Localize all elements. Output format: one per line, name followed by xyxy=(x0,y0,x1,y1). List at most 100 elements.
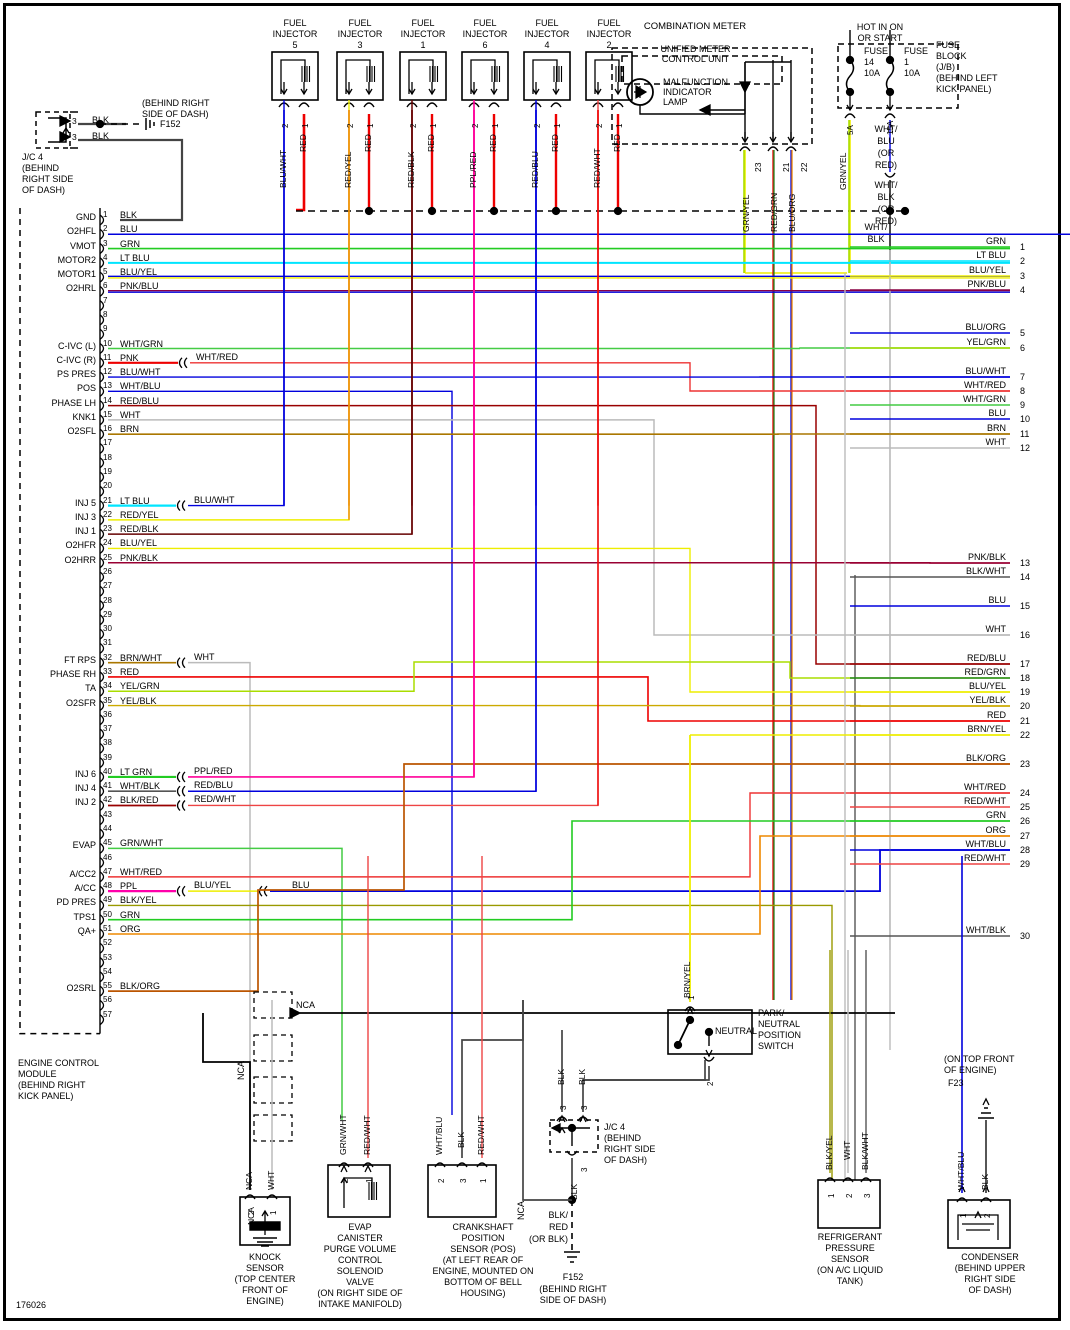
injector-pin2-label-1: BLU/WHT xyxy=(278,149,288,188)
ecm-pin-label-6: O2HRL xyxy=(65,283,96,294)
right-conn-label-20: YEL/BLK xyxy=(969,695,1006,705)
jc4-b-lead-b xyxy=(582,1060,706,1112)
knock-nca-wire-c xyxy=(202,1013,251,1110)
splice-p32-2 xyxy=(181,657,186,669)
ecm-pin-number-23: 23 xyxy=(103,524,112,534)
ref-pin3-cup xyxy=(860,1177,872,1183)
wire-p22-redyel xyxy=(108,100,350,521)
injector-pin2-label-5: RED/BLU xyxy=(530,151,540,188)
ecm-pin-number-10: 10 xyxy=(103,338,112,348)
injector-pin-arrow-b-1-head xyxy=(300,88,308,96)
ecm-wire-name-2: BLU xyxy=(120,224,138,235)
meter-conn-cup-22 xyxy=(785,146,797,152)
splice-label-p11: WHT/RED xyxy=(196,351,238,362)
ecm-pin-cup-3 xyxy=(99,243,105,255)
evap-pin2-cup xyxy=(338,1162,350,1168)
ecm-pin-cup-41 xyxy=(99,785,105,797)
injector-conn-cup-1-6 xyxy=(612,102,624,108)
ecm-pin-number-34: 34 xyxy=(103,681,112,691)
ecm-pin-cup-9 xyxy=(99,328,105,340)
evap-name-2: PURGE VOLUME xyxy=(323,1244,397,1254)
knock-sensor-name-0: KNOCK xyxy=(248,1252,281,1262)
meter-conn-cup-23 xyxy=(739,146,751,152)
right-conn-number-25: 25 xyxy=(1020,802,1031,812)
ecm-pin-number-52: 52 xyxy=(103,938,112,948)
splice-p32 xyxy=(176,657,181,669)
crank-name-6: HOUSING) xyxy=(460,1288,506,1298)
injector-pin2-label-4: PPL/RED xyxy=(468,151,478,188)
right-conn-label-22: BRN/YEL xyxy=(967,724,1006,734)
nca-bus-label: NCA xyxy=(296,1000,316,1010)
jc4-bottom-arrow xyxy=(550,1122,561,1134)
pnp-pin1-label: BRN/YEL xyxy=(682,961,692,998)
crank-sensor-box xyxy=(427,1164,497,1218)
ecm-pin-number-12: 12 xyxy=(103,367,112,377)
ecm-pin-number-15: 15 xyxy=(103,409,112,419)
right-conn-number-26: 26 xyxy=(1020,816,1031,826)
right-conn-label-12: WHT xyxy=(985,437,1007,447)
injector-conn-cup-1-5 xyxy=(550,102,562,108)
jc4-b-cup-out xyxy=(566,1150,578,1156)
ecm-pin-cup-4 xyxy=(99,257,105,269)
ecm-outline xyxy=(19,208,100,1035)
pnp-name-3: SWITCH xyxy=(758,1041,794,1051)
right-conn-number-12: 12 xyxy=(1020,443,1031,453)
nca-bottom-label: NCA xyxy=(516,1200,526,1220)
cond-pin2-num: 2 xyxy=(983,1213,992,1218)
ecm-pin-number-35: 35 xyxy=(103,695,112,705)
evap-pin1-num: 1 xyxy=(365,1178,374,1183)
evap-name-3: CONTROL xyxy=(337,1255,382,1265)
meter-wire-pin-2: 22 xyxy=(799,162,809,172)
ecm-pin-cup-31 xyxy=(99,642,105,654)
fuse-label-1: FUSE xyxy=(904,46,929,56)
ecm-wire-name-50: GRN xyxy=(120,909,140,920)
ecm-pin-cup-26 xyxy=(99,571,105,583)
fuse1-wire-label-1: BLU xyxy=(877,136,895,146)
noop4-head xyxy=(558,1126,566,1134)
fuse1-below-splice-0: WHT/ xyxy=(874,180,898,190)
noop3-head xyxy=(340,1176,348,1184)
wire-p33-red xyxy=(108,676,1010,722)
fuse-block-line1: FUSE xyxy=(936,40,961,50)
right-conn-label-23: BLK/ORG xyxy=(965,753,1006,763)
meter-pin-arrow-21-head xyxy=(769,136,777,144)
pnp-switch-contact xyxy=(685,1015,695,1025)
ecm-pin-number-40: 40 xyxy=(103,766,112,776)
pnp-switch-pivot xyxy=(673,1040,683,1050)
ecm-pin-label-51: QA+ xyxy=(77,926,96,936)
crank-pin2-label: WHT/BLU xyxy=(434,1116,444,1155)
knock-sensor-name-2: (TOP CENTER xyxy=(234,1274,296,1284)
right-conn-label-26: GRN xyxy=(986,810,1006,820)
fuse-block-line5: KICK PANEL) xyxy=(936,84,992,94)
splice-label-p42: RED/WHT xyxy=(194,794,236,805)
fuse-conn-cup-0 xyxy=(844,113,856,119)
ecm-pin-number-26: 26 xyxy=(103,567,112,576)
injector-title-1: FUEL xyxy=(283,18,307,28)
jc4-top-loc3: OF DASH) xyxy=(22,185,66,195)
ecm-pin-number-11: 11 xyxy=(103,352,112,362)
nca-shield-loop-2 xyxy=(253,1076,293,1104)
jc4-top-bracket xyxy=(70,111,78,149)
injector-title-5: FUEL xyxy=(535,18,559,28)
nca-left-label: NCA xyxy=(236,1060,246,1080)
jc4-b-cup-a xyxy=(556,1116,568,1122)
right-conn-number-6: 6 xyxy=(1020,343,1026,353)
evap-pin1-label: RED/WHT xyxy=(362,1115,372,1155)
crank-pin3-cup xyxy=(456,1162,468,1168)
ecm-pin-number-19: 19 xyxy=(103,467,112,477)
splice-p11 xyxy=(178,357,183,369)
fuse-block-line4: (BEHIND LEFT xyxy=(936,73,998,83)
ref-name-2: SENSOR xyxy=(830,1254,869,1264)
f152-bottom-gl-1: RED xyxy=(548,1222,568,1232)
ecm-pin-number-44: 44 xyxy=(103,824,112,834)
crank-pin2-cup xyxy=(434,1162,446,1168)
ecm-pin-number-25: 25 xyxy=(103,552,112,562)
mil-lamp-triangle xyxy=(635,84,648,100)
right-conn-label-25: RED/WHT xyxy=(964,796,1006,806)
jc4-bottom-loc-2: OF DASH) xyxy=(604,1155,648,1165)
ecm-pin-label-35: O2SFR xyxy=(65,697,96,708)
ecm-pin-number-31: 31 xyxy=(103,638,112,648)
ecm-pin-number-38: 38 xyxy=(103,738,112,748)
nca-shield-loop-1 xyxy=(253,1034,293,1062)
